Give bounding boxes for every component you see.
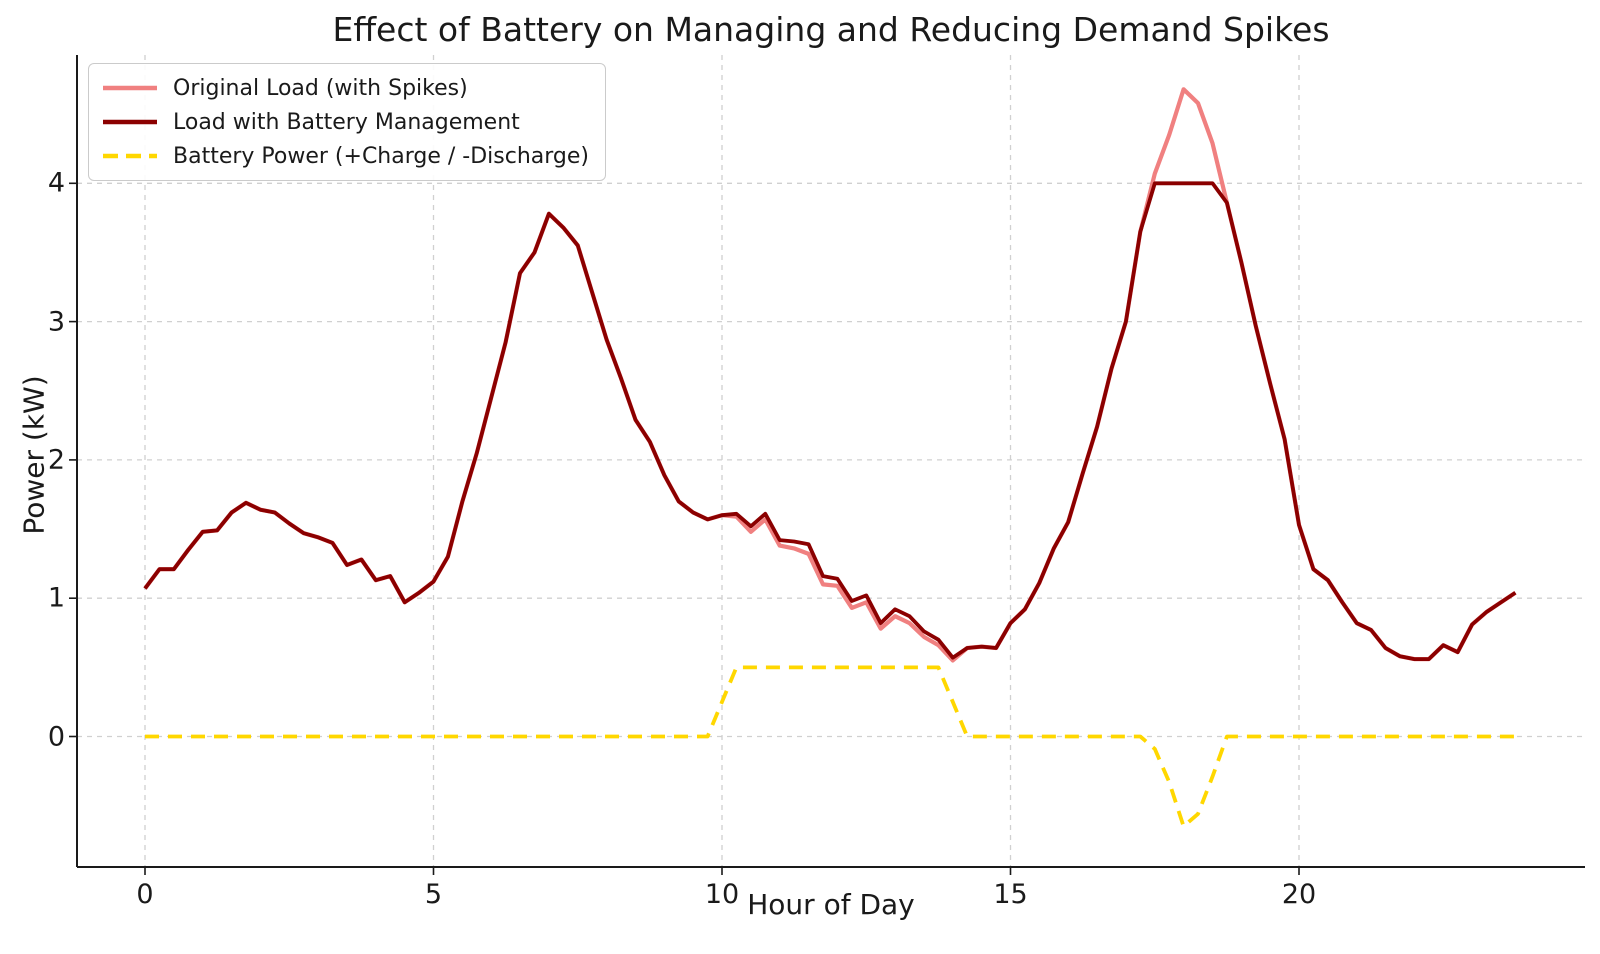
y-tick-label: 4 xyxy=(47,167,65,199)
chart-title: Effect of Battery on Managing and Reduci… xyxy=(332,10,1330,49)
y-tick-label: 2 xyxy=(47,444,65,476)
x-tick-label: 20 xyxy=(1281,879,1317,910)
y-tick-label: 1 xyxy=(47,582,65,614)
y-axis-label: Power (kW) xyxy=(17,375,51,535)
x-tick-label: 5 xyxy=(424,879,443,910)
legend-swatch-line xyxy=(103,153,157,159)
legend-swatch-line xyxy=(103,119,157,125)
legend: Original Load (with Spikes) Load with Bat… xyxy=(88,63,607,181)
x-axis-label: Hour of Day xyxy=(747,888,915,921)
legend-label: Original Load (with Spikes) xyxy=(173,75,468,101)
y-tick-label: 3 xyxy=(47,306,65,338)
x-tick-label: 10 xyxy=(704,879,740,910)
legend-row: Original Load (with Spikes) xyxy=(101,73,589,103)
legend-label: Load with Battery Management xyxy=(173,109,520,135)
battery-power-line xyxy=(145,665,1516,829)
legend-label: Battery Power (+Charge / -Discharge) xyxy=(173,143,590,169)
legend-row: Battery Power (+Charge / -Discharge) xyxy=(101,141,589,171)
legend-row: Load with Battery Management xyxy=(101,107,589,137)
x-tick-label: 0 xyxy=(136,879,154,910)
legend-swatch-line xyxy=(103,85,157,91)
managed-load-line xyxy=(143,181,1517,661)
y-tick-label: 0 xyxy=(47,721,65,752)
x-tick-label: 15 xyxy=(993,879,1028,910)
